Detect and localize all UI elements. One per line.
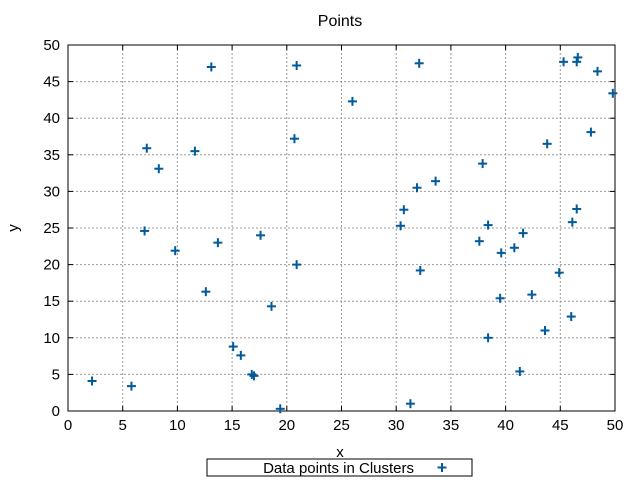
- data-point: [509, 243, 519, 253]
- data-point: [483, 220, 493, 230]
- y-tick-label: 20: [43, 257, 60, 274]
- data-point: [414, 58, 424, 68]
- data-point: [542, 139, 552, 149]
- data-point: [554, 268, 564, 278]
- y-tick-label: 25: [43, 220, 60, 237]
- x-tick-label: 20: [278, 417, 295, 434]
- data-point: [256, 230, 266, 240]
- x-tick-label: 50: [607, 417, 624, 434]
- data-point: [228, 342, 238, 352]
- data-point: [586, 127, 596, 137]
- x-tick-label: 45: [552, 417, 569, 434]
- y-tick-label: 5: [52, 366, 60, 383]
- data-point: [266, 301, 276, 311]
- data-point: [573, 52, 583, 62]
- y-tick-labels: 0 5 10 15 20 25 30 35 40 45 50: [43, 37, 60, 420]
- x-tick-labels: 0 5 10 15 20 25 30 35 40 45 50: [64, 417, 624, 434]
- data-point: [396, 221, 406, 231]
- data-point: [126, 381, 136, 391]
- data-point: [540, 325, 550, 335]
- data-point: [415, 265, 425, 275]
- legend-plus-icon: [437, 463, 447, 472]
- data-point: [249, 371, 259, 381]
- legend-label: Data points in Clusters: [263, 460, 414, 477]
- data-point: [201, 287, 211, 297]
- data-point: [483, 333, 493, 343]
- data-point: [275, 404, 285, 414]
- data-point: [213, 238, 223, 248]
- data-point: [289, 134, 299, 144]
- x-tick-label: 5: [119, 417, 127, 434]
- y-tick-label: 35: [43, 147, 60, 164]
- data-point: [292, 260, 302, 270]
- data-point: [572, 57, 582, 67]
- data-point: [154, 164, 164, 174]
- data-point: [518, 228, 528, 238]
- grid: [68, 45, 615, 411]
- x-tick-label: 0: [64, 417, 72, 434]
- data-point: [142, 143, 152, 153]
- y-tick-label: 15: [43, 293, 60, 310]
- y-tick-label: 45: [43, 74, 60, 91]
- data-point: [405, 399, 415, 409]
- data-point: [87, 376, 97, 386]
- data-point: [140, 226, 150, 236]
- x-tick-label: 10: [169, 417, 186, 434]
- axis-ticks: [67, 44, 616, 412]
- y-tick-label: 0: [52, 403, 60, 420]
- legend-marker-plus: [437, 463, 447, 472]
- data-point: [559, 57, 569, 67]
- y-tick-label: 10: [43, 330, 60, 347]
- data-point: [478, 159, 488, 169]
- data-point: [206, 62, 216, 72]
- data-point: [292, 60, 302, 70]
- y-tick-label: 50: [43, 37, 60, 54]
- x-tick-label: 40: [497, 417, 514, 434]
- data-point: [592, 66, 602, 76]
- y-axis-label: y: [5, 224, 22, 232]
- data-point: [474, 236, 484, 246]
- legend-box: [206, 458, 473, 477]
- data-point: [496, 248, 506, 258]
- x-axis-label: x: [336, 444, 344, 461]
- x-tick-label: 35: [443, 417, 460, 434]
- data-point: [566, 312, 576, 322]
- data-point: [347, 96, 357, 106]
- data-point: [190, 146, 200, 156]
- data-point: [567, 217, 577, 227]
- x-tick-label: 15: [224, 417, 241, 434]
- data-point: [431, 176, 441, 186]
- x-tick-label: 30: [388, 417, 405, 434]
- y-tick-label: 30: [43, 183, 60, 200]
- x-tick-label: 25: [333, 417, 350, 434]
- data-point: [572, 204, 582, 214]
- data-point: [236, 350, 246, 360]
- data-point: [399, 205, 409, 215]
- data-point: [170, 246, 180, 256]
- chart-title: Points: [318, 13, 362, 30]
- data-point: [527, 290, 537, 300]
- legend: Data points in Clusters: [206, 458, 473, 477]
- data-points: [87, 52, 618, 414]
- data-point: [412, 183, 422, 193]
- data-point: [495, 293, 505, 303]
- data-point: [608, 88, 618, 98]
- y-tick-label: 40: [43, 110, 60, 127]
- data-point: [515, 366, 525, 376]
